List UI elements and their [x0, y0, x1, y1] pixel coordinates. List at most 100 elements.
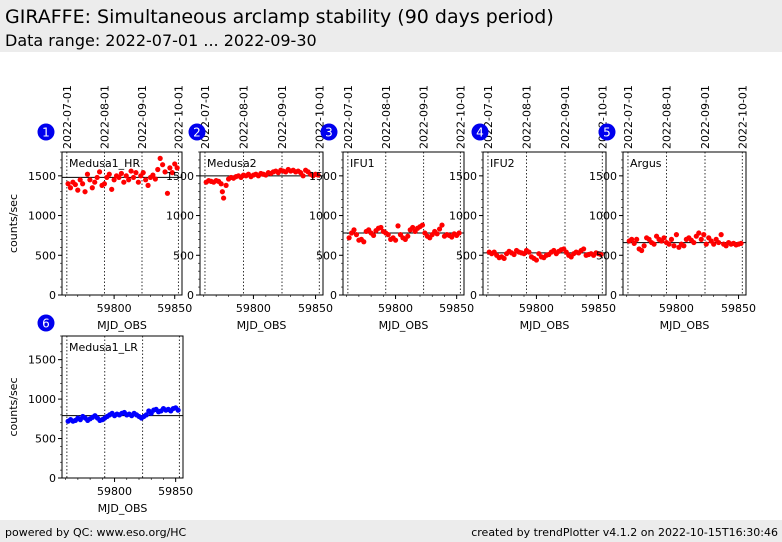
plots-canvas: 0 500 1000 1500 59800 59850 2022-07-01 2022-08-…: [7, 85, 756, 515]
y-tick-label: 1500: [449, 170, 477, 183]
y-tick-label: 0: [49, 289, 56, 302]
y-axis-label: counts/sec: [7, 377, 20, 436]
data-point: [711, 241, 717, 247]
data-point: [351, 227, 357, 233]
data-point: [143, 177, 149, 183]
data-point: [174, 165, 180, 171]
y-tick-label: 500: [456, 249, 477, 262]
data-point: [629, 236, 635, 242]
data-point: [703, 241, 709, 247]
date-range: Data range: 2022-07-01 ... 2022-09-30: [5, 31, 317, 50]
x-tick-label: 59850: [581, 302, 616, 315]
data-point: [121, 179, 127, 185]
data-point: [673, 232, 680, 238]
data-point: [150, 172, 156, 178]
y-tick-label: 1000: [28, 393, 56, 406]
data-point: [395, 223, 401, 229]
date-tick-label: 2022-09-01: [418, 85, 431, 149]
data-point: [378, 224, 384, 231]
plot-frame: [61, 151, 183, 296]
data-point: [77, 177, 83, 183]
y-tick-label: 1500: [309, 170, 337, 183]
x-tick-label: 59850: [439, 302, 474, 315]
y-tick-label: 500: [35, 249, 56, 262]
data-point: [157, 155, 163, 161]
data-point: [67, 185, 74, 191]
panel-5: 0 500 1000 1500 59800 59850 2022-07-01 2022-08-…: [589, 85, 756, 332]
y-tick-label: 1000: [449, 210, 477, 223]
data-point: [456, 230, 462, 236]
x-axis-label: MJD_OBS: [660, 319, 710, 332]
data-point: [598, 251, 604, 258]
panel-badge: [598, 123, 616, 141]
footer-created-by: created by trendPlotter v4.1.2 on 2022-1…: [471, 526, 778, 539]
data-point: [511, 251, 517, 258]
panel-badge: [37, 314, 55, 332]
data-point: [501, 255, 507, 262]
date-tick-label: 2022-07-01: [342, 85, 355, 149]
data-point: [65, 181, 71, 187]
data-point: [223, 182, 229, 188]
y-tick-label: 1500: [28, 354, 56, 367]
data-point: [668, 236, 675, 242]
x-axis-label: MJD_OBS: [97, 319, 147, 332]
y-tick-label: 0: [187, 289, 194, 302]
plot-frame: [482, 151, 607, 296]
data-point: [300, 173, 306, 179]
data-point: [634, 236, 640, 242]
date-tick-label: 2022-09-01: [136, 85, 149, 149]
date-tick-label: 2022-10-01: [172, 85, 185, 149]
y-tick-label: 0: [330, 289, 337, 302]
data-point: [96, 169, 103, 175]
data-point: [370, 232, 377, 239]
y-tick-label: 1000: [309, 210, 337, 223]
data-point: [116, 174, 122, 181]
x-axis-label: MJD_OBS: [237, 319, 287, 332]
data-point: [92, 179, 98, 185]
data-point: [72, 181, 78, 188]
panel-label: Medusa2: [207, 157, 257, 170]
data-point: [666, 241, 672, 247]
x-tick-label: 59800: [659, 302, 694, 315]
data-point: [671, 243, 677, 249]
data-point: [160, 162, 166, 168]
data-point: [167, 165, 173, 171]
data-point: [681, 243, 687, 249]
date-tick-label: 2022-08-01: [98, 85, 111, 149]
data-point: [315, 172, 321, 178]
data-point: [140, 170, 146, 176]
data-point: [175, 407, 181, 413]
data-point: [75, 187, 81, 193]
date-tick-label: 2022-09-01: [559, 85, 572, 149]
report-footer: powered by QC: www.eso.org/HC created by…: [0, 520, 782, 542]
data-point: [716, 239, 722, 246]
data-point: [651, 241, 657, 247]
x-tick-label: 59800: [97, 302, 132, 315]
data-point: [106, 171, 112, 177]
data-point: [101, 181, 108, 187]
data-point: [87, 177, 93, 183]
data-point: [346, 235, 352, 241]
data-point: [162, 169, 168, 175]
y-tick-label: 1500: [589, 170, 617, 183]
date-tick-label: 2022-10-01: [736, 85, 749, 149]
data-point: [123, 173, 129, 179]
y-tick-label: 500: [316, 249, 337, 262]
data-point: [718, 232, 724, 238]
date-tick-label: 2022-08-01: [237, 85, 250, 149]
data-point: [218, 181, 224, 187]
y-tick-label: 0: [49, 472, 56, 485]
data-point: [111, 177, 117, 183]
data-point: [169, 170, 175, 176]
data-point: [353, 232, 360, 238]
data-point: [128, 168, 134, 174]
date-tick-label: 2022-07-01: [622, 85, 635, 149]
data-point: [145, 182, 151, 188]
x-tick-label: 59800: [97, 485, 132, 498]
y-tick-label: 1000: [589, 210, 617, 223]
y-tick-label: 1000: [166, 210, 194, 223]
